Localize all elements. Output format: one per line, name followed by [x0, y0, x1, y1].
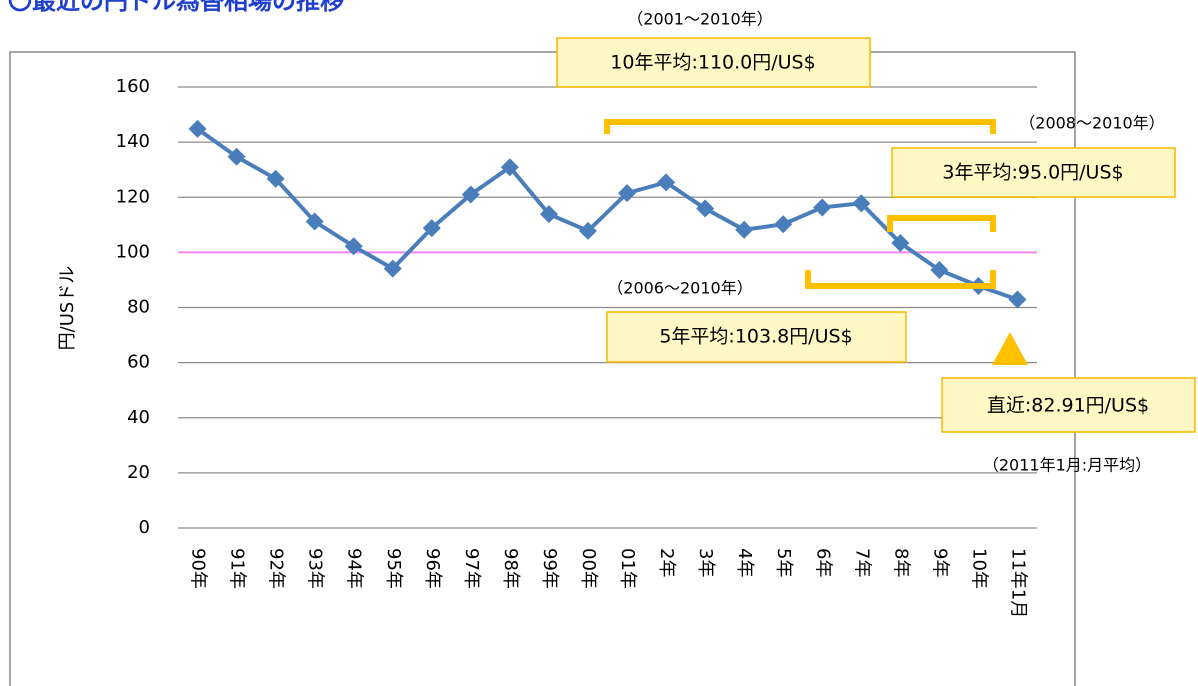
x-tick-label: 95年 — [383, 548, 404, 589]
annotation-box — [891, 147, 1176, 198]
annotation-box — [556, 37, 871, 88]
x-tick-label: 6年 — [812, 548, 833, 577]
latest-marker — [992, 332, 1028, 365]
annotation: 3年平均:95.0円/US$ — [942, 162, 1123, 184]
data-point — [461, 185, 480, 204]
annotation: （2006～2010年） — [607, 279, 752, 298]
data-point — [735, 220, 754, 239]
bracket-5yr — [805, 270, 996, 289]
annotation: 10年平均:110.0円/US$ — [610, 52, 815, 74]
x-tick-label: 00年 — [578, 548, 599, 589]
bracket-3yr — [887, 215, 996, 232]
x-tick-label: 4年 — [734, 548, 755, 577]
data-point — [1008, 290, 1027, 309]
x-tick-label: 96年 — [422, 548, 443, 589]
x-tick-label: 93年 — [305, 548, 326, 589]
plot-area: 0 20 40 60 80 100 120 140 160 90年 91年 92年 93年 94年 95年 9… — [116, 76, 1037, 618]
x-tick-label: 7年 — [851, 548, 872, 577]
x-tick-label: 94年 — [344, 548, 365, 589]
y-tick-label: 40 — [127, 407, 150, 428]
annotation: （2011年1月:月平均） — [983, 456, 1151, 475]
y-tick-label: 80 — [127, 297, 150, 318]
y-axis-title: 円/USドル — [57, 266, 78, 351]
x-tick-label: 97年 — [461, 548, 482, 589]
y-tick-label: 140 — [116, 131, 150, 152]
x-tick-label: 2年 — [656, 548, 677, 577]
bracket-10yr — [604, 119, 996, 134]
x-tick-label: 91年 — [227, 548, 248, 589]
x-tick-label: 3年 — [695, 548, 716, 577]
data-point — [305, 212, 324, 231]
y-tick-label: 160 — [116, 76, 150, 97]
data-point — [774, 215, 793, 234]
x-tick-label: 10年 — [968, 548, 989, 589]
annotation: 5年平均:103.8円/US$ — [659, 326, 852, 348]
data-point — [618, 184, 637, 203]
data-point — [266, 169, 285, 188]
annotation-box — [941, 377, 1196, 433]
series-line — [196, 127, 1019, 302]
x-tick-label: 9年 — [929, 548, 950, 577]
x-tick-label: 01年 — [617, 548, 638, 589]
data-point — [578, 221, 597, 240]
y-tick-label: 60 — [127, 352, 150, 373]
data-point — [852, 194, 871, 213]
annotation-box — [606, 311, 907, 363]
x-tick-label: 11年1月 — [1007, 548, 1028, 618]
data-point — [813, 198, 832, 217]
x-tick-label: 90年 — [188, 548, 209, 589]
annotation: 直近:82.91円/US$ — [987, 395, 1149, 417]
data-point — [383, 259, 402, 278]
chart-frame — [9, 51, 1076, 686]
data-point — [539, 205, 558, 224]
data-point — [422, 219, 441, 238]
x-tick-label: 92年 — [266, 548, 287, 589]
data-point — [188, 119, 207, 138]
data-point — [227, 147, 246, 166]
y-tick-label: 100 — [116, 241, 150, 262]
y-tick-label: 20 — [127, 462, 150, 483]
data-point — [657, 173, 676, 192]
data-point — [930, 261, 949, 280]
chart-title: 〇最近の円ドル為替相場の推移 — [8, 0, 344, 15]
x-tick-label: 5年 — [773, 548, 794, 577]
y-tick-label: 120 — [116, 186, 150, 207]
data-point — [500, 158, 519, 177]
data-point — [696, 199, 715, 218]
x-tick-label: 99年 — [539, 548, 560, 589]
x-tick-label: 98年 — [500, 548, 521, 589]
y-tick-label: 0 — [139, 517, 150, 538]
annotation: （2001～2010年） — [627, 10, 772, 29]
data-point — [891, 234, 910, 253]
x-tick-label: 8年 — [890, 548, 911, 577]
annotation: （2008～2010年） — [1019, 114, 1164, 133]
data-point — [344, 237, 363, 256]
